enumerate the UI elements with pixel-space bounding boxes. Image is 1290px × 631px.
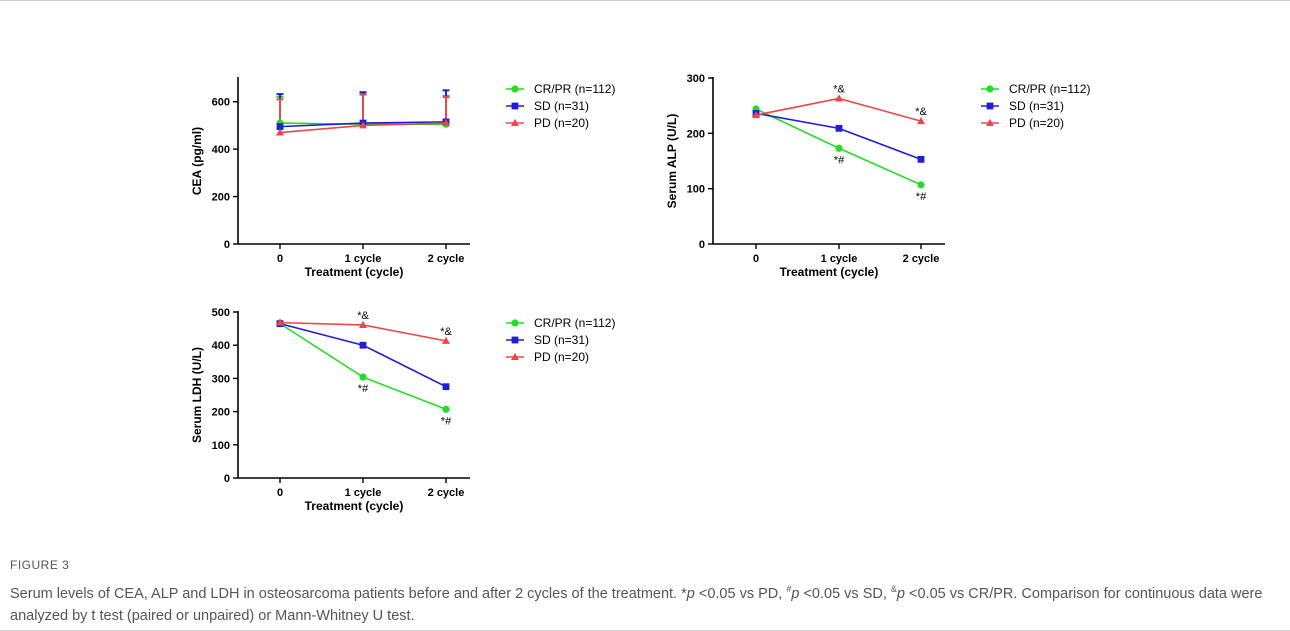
chart-cea: 0 200 400 600 0 1 cycle 2 cycle Treatment (cycl…	[190, 77, 615, 279]
alp-point-0-1	[835, 144, 843, 152]
cea-point-2-2	[442, 118, 450, 127]
ldh-ytick-label: 300	[212, 373, 230, 385]
cea-ytick-label: 400	[212, 144, 230, 156]
cea-point-2-0	[276, 128, 284, 136]
caption-p2: p	[791, 585, 800, 602]
chart-ldh: 0 100 200 300 400 500 0 1 cycle 2 cycle Treatment…	[190, 307, 615, 513]
cea-ytick-label: 200	[212, 192, 230, 204]
alp-legend-marker	[986, 118, 994, 126]
caption-p1: p	[686, 585, 695, 602]
cea-ytick-label: 600	[212, 97, 230, 109]
alp-ylabel: Serum ALP (U/L)	[665, 114, 679, 209]
cea-xtick-label: 1 cycle	[345, 253, 382, 265]
caption-t3: <0.05 vs CR/PR. Comparison for continuou…	[10, 585, 1263, 624]
figure-caption: FIGURE 3 Serum levels of CEA, ALP and LD…	[10, 558, 1280, 627]
alp-xtick-label: 2 cycle	[903, 253, 940, 265]
figure-label: FIGURE 3	[10, 558, 70, 572]
alp-annotation: *&	[833, 83, 845, 95]
cea-ytick-label: 0	[224, 239, 230, 251]
ldh-point-2-0	[276, 318, 284, 326]
ldh-point-2-1	[359, 320, 367, 328]
alp-ytick-label: 100	[687, 184, 705, 196]
ldh-ytick-label: 0	[224, 473, 230, 485]
ldh-annotation: *#	[441, 415, 452, 427]
ldh-point-0-2	[442, 405, 450, 413]
caption-t2: <0.05 vs SD,	[799, 585, 891, 602]
alp-annotation: *#	[916, 191, 927, 203]
ldh-legend-label: CR/PR (n=112)	[534, 316, 615, 330]
ldh-point-0-1	[359, 373, 367, 381]
caption-part1: Serum levels of CEA, ALP and LDH in oste…	[10, 585, 687, 602]
alp-xtick-label: 0	[753, 253, 759, 265]
cea-legend-marker	[511, 118, 519, 126]
ldh-legend-label: PD (n=20)	[534, 350, 589, 364]
cea-ylabel: CEA (pg/ml)	[190, 127, 204, 195]
cea-point-1-0	[276, 123, 284, 131]
alp-xlabel: Treatment (cycle)	[780, 265, 879, 279]
ldh-ytick-label: 100	[212, 440, 230, 452]
cea-legend-label: PD (n=20)	[534, 116, 589, 130]
alp-ytick-label: 300	[687, 73, 705, 85]
cea-legend-label: CR/PR (n=112)	[534, 82, 615, 96]
alp-legend-marker	[986, 102, 994, 110]
alp-point-2-1	[835, 94, 843, 102]
ldh-legend-marker	[511, 352, 519, 360]
cea-legend-label: SD (n=31)	[534, 99, 589, 113]
ldh-ylabel: Serum LDH (U/L)	[190, 347, 204, 443]
caption-p3: p	[896, 585, 905, 602]
alp-annotation: *#	[834, 154, 845, 166]
ldh-point-2-2	[442, 336, 450, 344]
alp-point-2-0	[752, 110, 760, 119]
alp-legend-label: PD (n=20)	[1009, 116, 1064, 130]
cea-xlabel: Treatment (cycle)	[305, 265, 404, 279]
cea-legend-marker	[511, 102, 519, 110]
caption-t1: <0.05 vs PD,	[694, 585, 787, 602]
alp-point-1-1	[835, 124, 843, 132]
chart-alp: 0 100 200 300 0 1 cycle 2 cycle Treatment (cycl…	[665, 73, 1090, 279]
ldh-legend-marker	[511, 336, 519, 344]
alp-annotation: *&	[915, 106, 927, 118]
ldh-annotation: *#	[358, 383, 369, 395]
alp-point-1-2	[917, 155, 925, 163]
ldh-annotation: *&	[357, 310, 369, 322]
ldh-point-1-2	[442, 383, 450, 391]
alp-ytick-label: 200	[687, 128, 705, 140]
alp-point-0-2	[917, 181, 925, 189]
cea-xtick-label: 2 cycle	[428, 253, 465, 265]
cea-point-2-1	[359, 121, 367, 129]
alp-point-2-2	[917, 116, 925, 125]
alp-legend-label: CR/PR (n=112)	[1009, 82, 1090, 96]
ldh-xtick-label: 0	[277, 487, 283, 499]
ldh-xtick-label: 1 cycle	[345, 487, 382, 499]
ldh-legend-marker	[511, 319, 519, 327]
ldh-xlabel: Treatment (cycle)	[305, 499, 404, 513]
alp-legend-label: SD (n=31)	[1009, 99, 1064, 113]
ldh-point-1-1	[359, 341, 367, 349]
alp-legend-marker	[986, 85, 994, 93]
ldh-ytick-label: 400	[212, 340, 230, 352]
ldh-legend-label: SD (n=31)	[534, 333, 589, 347]
caption-text: Serum levels of CEA, ALP and LDH in oste…	[10, 578, 1280, 627]
cea-xtick-label: 0	[277, 253, 283, 265]
ldh-ytick-label: 500	[212, 307, 230, 319]
ldh-annotation: *&	[440, 326, 452, 338]
alp-xtick-label: 1 cycle	[821, 253, 858, 265]
caption-sup-amp: &	[890, 584, 897, 594]
ldh-xtick-label: 2 cycle	[428, 487, 465, 499]
cea-legend-marker	[511, 85, 519, 93]
caption-sup-hash: #	[786, 584, 792, 594]
ldh-ytick-label: 200	[212, 407, 230, 419]
alp-ytick-label: 0	[699, 239, 705, 251]
figure-charts: 0 200 400 600 0 1 cycle 2 cycle Treatment (cycl…	[190, 73, 1090, 513]
